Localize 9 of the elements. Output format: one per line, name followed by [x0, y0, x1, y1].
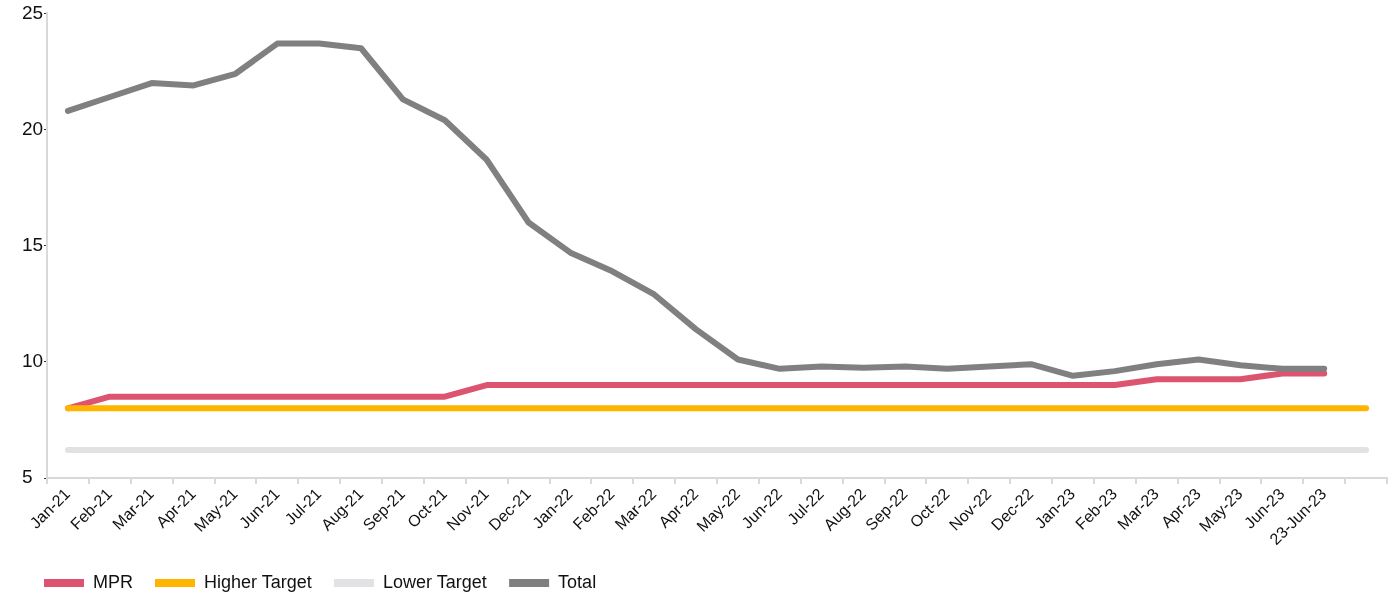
- legend-label: MPR: [93, 571, 133, 592]
- y-tick-label: 5: [22, 466, 33, 488]
- y-tick-label: 15: [22, 233, 44, 255]
- legend-label: Total: [558, 571, 597, 592]
- y-tick-label: 25: [22, 1, 44, 23]
- legend-label: Higher Target: [204, 571, 312, 592]
- y-tick-label: 10: [22, 350, 44, 372]
- legend-label: Lower Target: [383, 571, 487, 592]
- y-tick-label: 20: [22, 117, 44, 139]
